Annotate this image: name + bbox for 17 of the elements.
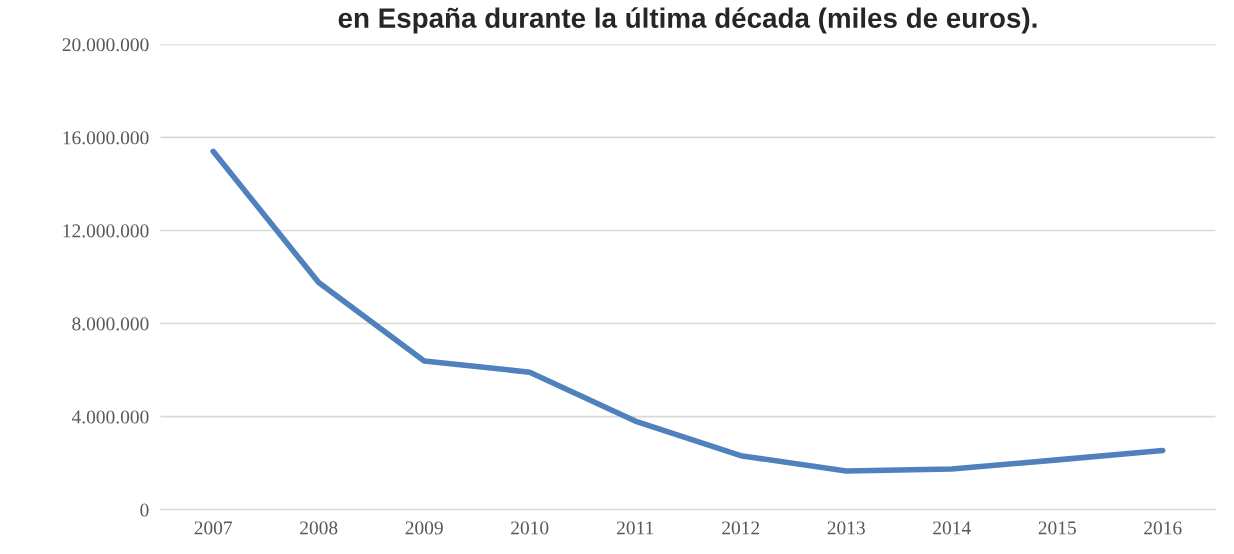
y-tick-label: 4.000.000 xyxy=(71,410,149,424)
x-tick-label: 2008 xyxy=(300,521,338,535)
x-tick-label: 2010 xyxy=(511,521,549,535)
y-tick-label: 16.000.000 xyxy=(63,131,149,145)
x-tick-label: 2015 xyxy=(1038,521,1076,535)
chart-title: en España durante la última década (miles de euros). xyxy=(338,7,1037,34)
x-tick-label: 2007 xyxy=(194,521,233,535)
y-tick-label: 20.000.000 xyxy=(62,38,149,52)
x-tick-label: 2009 xyxy=(405,521,443,535)
x-tick-label: 2016 xyxy=(1144,521,1182,535)
x-tick-label: 2013 xyxy=(827,521,865,535)
x-tick-label: 2012 xyxy=(722,521,760,535)
x-tick-label: 2014 xyxy=(933,521,971,535)
y-tick-label: 8.000.000 xyxy=(72,317,149,331)
y-tick-label: 0 xyxy=(140,503,149,517)
x-tick-label: 2011 xyxy=(616,521,654,535)
y-tick-label: 12.000.000 xyxy=(63,224,149,238)
